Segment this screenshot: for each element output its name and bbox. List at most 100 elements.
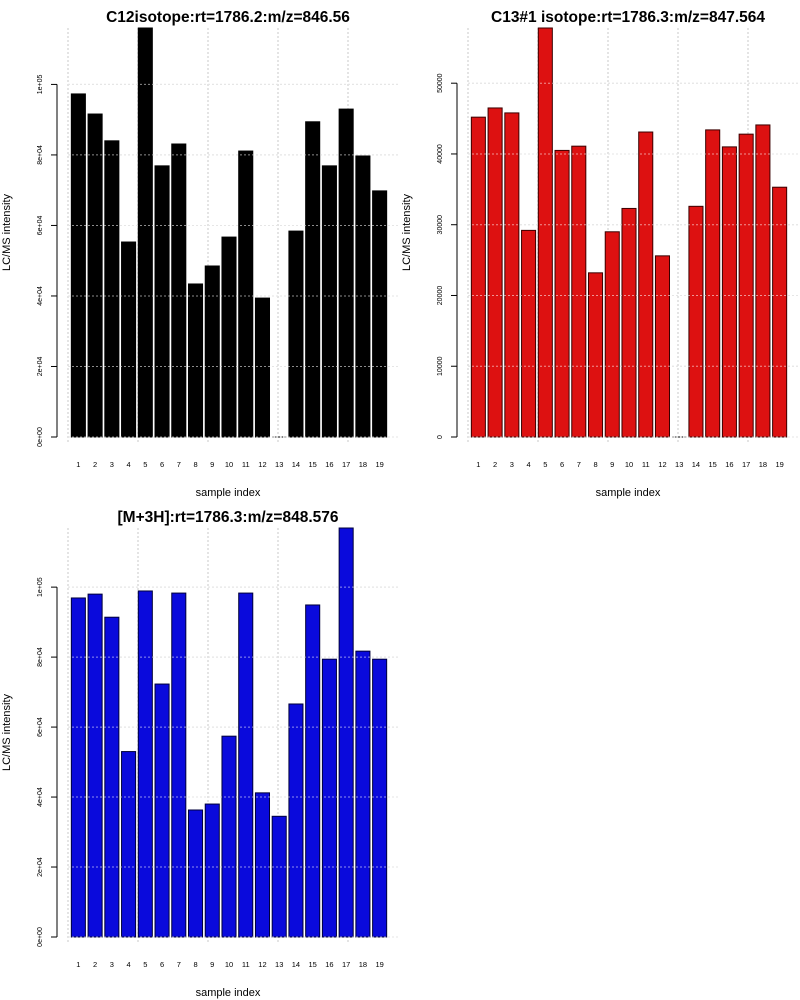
bar [372, 658, 388, 938]
x-tick-label: 12 [258, 960, 266, 969]
x-axis-label: sample index [596, 487, 661, 499]
bar [571, 145, 587, 438]
bar [621, 207, 637, 438]
chart-panel-m3h: 1 2 3 4 5 6 7 8 9 10 11 12 13 14 15 16 17 18 19 0e+00 2e+04 4… [0, 500, 400, 1000]
x-tick-label: 14 [292, 960, 300, 969]
y-tick-label: 6e+04 [37, 717, 44, 737]
bar [587, 272, 604, 438]
x-tick-label: 7 [577, 460, 581, 469]
bar [738, 133, 754, 438]
bar [305, 604, 321, 938]
y-tick-label: 6e+04 [37, 216, 44, 236]
bar [137, 27, 153, 438]
y-tick-label: 4e+04 [37, 286, 44, 306]
x-tick-label: 19 [375, 960, 383, 969]
y-tick-label: 4e+04 [37, 787, 44, 807]
x-tick-label: 9 [610, 460, 614, 469]
bar [221, 236, 237, 438]
y-tick-label: 1e+05 [37, 577, 44, 597]
bar [238, 592, 254, 938]
x-axis-label: sample index [196, 487, 261, 499]
x-tick-label: 16 [725, 460, 733, 469]
x-tick-label: 17 [342, 960, 350, 969]
x-tick-label: 6 [560, 460, 564, 469]
bar [70, 597, 86, 938]
x-tick-label: 19 [375, 460, 383, 469]
y-tick-label: 40000 [437, 144, 444, 164]
bar [204, 265, 220, 438]
x-tick-label: 17 [742, 460, 750, 469]
bar [321, 658, 337, 938]
x-tick-label: 8 [193, 460, 197, 469]
x-tick-label: 2 [93, 460, 97, 469]
x-tick-label: 13 [675, 460, 683, 469]
bar [321, 165, 337, 438]
x-tick-label: 17 [342, 460, 350, 469]
x-tick-label: 13 [275, 460, 283, 469]
y-tick-label: 0e+00 [37, 427, 44, 447]
bar [171, 592, 187, 938]
bar [137, 590, 153, 938]
x-tick-label: 12 [658, 460, 666, 469]
x-tick-label: 5 [143, 460, 147, 469]
bar [187, 283, 204, 438]
y-tick-label: 30000 [437, 215, 444, 235]
y-axis-label: LC/MS intensity [401, 193, 413, 271]
bar [121, 241, 137, 438]
x-tick-label: 12 [258, 460, 266, 469]
y-tick-label: 1e+05 [37, 74, 44, 94]
x-tick-label: 5 [543, 460, 547, 469]
x-tick-label: 5 [143, 960, 147, 969]
x-tick-label: 15 [309, 460, 317, 469]
x-tick-label: 14 [292, 460, 300, 469]
x-tick-label: 6 [160, 960, 164, 969]
y-tick-label: 8e+04 [37, 647, 44, 667]
y-tick-label: 0 [437, 435, 444, 439]
y-tick-label: 0e+00 [37, 927, 44, 947]
x-tick-label: 14 [692, 460, 700, 469]
bar [372, 190, 388, 438]
x-tick-label: 8 [593, 460, 597, 469]
bar [154, 165, 170, 438]
x-tick-label: 15 [709, 460, 717, 469]
x-tick-label: 4 [526, 460, 530, 469]
bar [187, 809, 204, 938]
bar [87, 113, 103, 438]
bar [521, 229, 537, 438]
x-tick-label: 18 [759, 460, 767, 469]
bar [87, 593, 103, 938]
chart-panel-c13: 1 2 3 4 5 6 7 8 9 10 11 12 13 14 15 16 17 18 19 0 10000 20000… [400, 0, 800, 500]
x-tick-label: 11 [642, 460, 650, 469]
x-tick-label: 1 [76, 460, 80, 469]
bar [755, 124, 771, 438]
bar [504, 112, 520, 438]
chart-c12: 1 2 3 4 5 6 7 8 9 10 11 12 13 14 15 16 17 18 190e+002e+044… [1, 9, 398, 499]
y-tick-label: 2e+04 [37, 357, 44, 377]
bar [654, 255, 671, 438]
bar [638, 131, 654, 438]
x-tick-label: 2 [493, 460, 497, 469]
x-tick-label: 18 [359, 460, 367, 469]
y-tick-label: 20000 [437, 286, 444, 306]
x-tick-label: 19 [775, 460, 783, 469]
x-tick-label: 11 [242, 960, 250, 969]
bar [271, 815, 287, 938]
bar [487, 107, 503, 438]
chart-panel-c12: 1 2 3 4 5 6 7 8 9 10 11 12 13 14 15 16 17 18 19 0e+00 2e+04 4… [0, 0, 400, 500]
bar [338, 108, 354, 438]
x-tick-label: 2 [93, 960, 97, 969]
bar [355, 650, 371, 938]
x-tick-label: 15 [309, 960, 317, 969]
x-tick-label: 10 [225, 460, 233, 469]
x-tick-label: 4 [126, 960, 130, 969]
bar [705, 129, 721, 438]
x-tick-label: 9 [210, 960, 214, 969]
bar [604, 231, 620, 438]
y-tick-label: 2e+04 [37, 857, 44, 877]
chart-title: C13#1 isotope:rt=1786.3:m/z=847.564 [491, 9, 765, 26]
y-tick-label: 10000 [437, 356, 444, 376]
bar [338, 527, 354, 938]
chart-title: [M+3H]:rt=1786.3:m/z=848.576 [118, 509, 339, 526]
x-tick-label: 9 [210, 460, 214, 469]
x-tick-label: 3 [510, 460, 514, 469]
